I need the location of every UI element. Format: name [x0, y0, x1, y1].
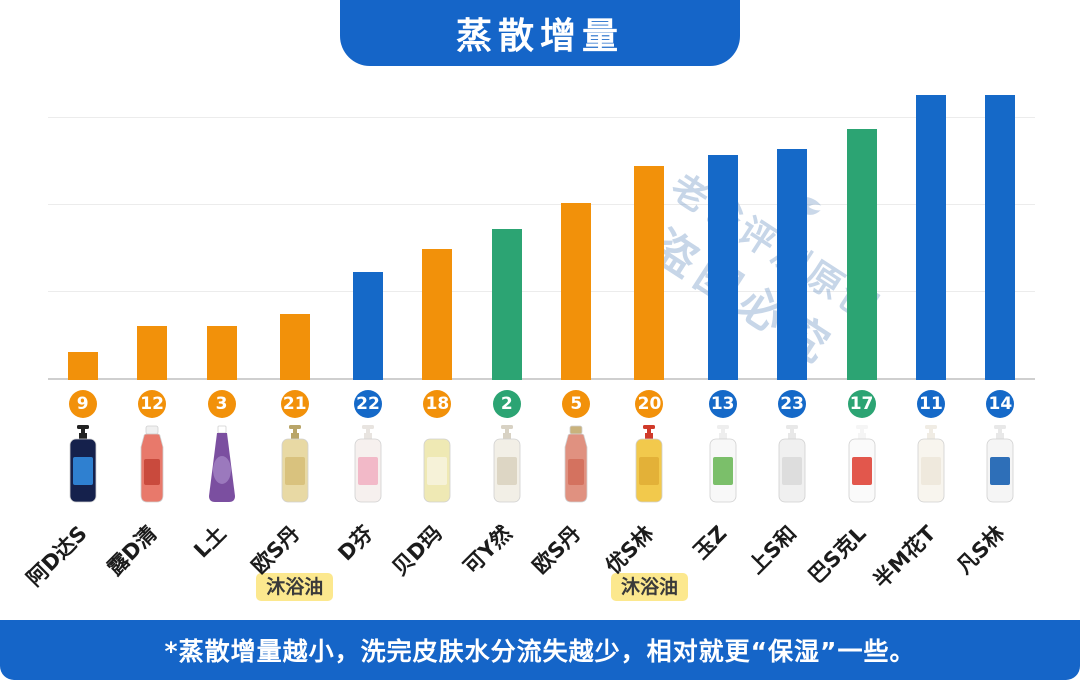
rank-badge: 21: [280, 390, 309, 418]
bar-area: [48, 95, 117, 380]
bar: [352, 271, 383, 380]
product-image: [704, 422, 742, 504]
x-axis-label: L土: [189, 521, 231, 563]
gridline: [48, 203, 1035, 205]
chart-column: 11 半M花T: [869, 95, 965, 604]
chart-column: 18 贝D玛: [388, 95, 472, 604]
rank-badge: 23: [778, 390, 807, 418]
bar-area: [688, 95, 757, 380]
product-image: [630, 422, 668, 504]
bar: [67, 351, 98, 380]
bar-area: [827, 95, 896, 380]
bar-area: [333, 95, 402, 380]
rank-badge: 20: [635, 390, 664, 418]
x-axis-label: 阿D达S: [22, 521, 92, 591]
bar-area: [542, 95, 611, 380]
bar-area: [757, 95, 826, 380]
rank-badge: 18: [423, 390, 452, 418]
bar: [985, 95, 1016, 380]
bar-area: [611, 95, 688, 380]
chart-column: 5 欧S丹: [528, 95, 611, 604]
shower-oil-tag: 沐浴油: [256, 573, 334, 601]
rank-badge: 9: [68, 390, 97, 418]
gridline: [48, 290, 1035, 292]
chart-column: 23 上S和: [744, 95, 826, 604]
bar: [422, 248, 453, 380]
product-image: [203, 422, 241, 504]
tag-area: 沐浴油: [610, 572, 688, 604]
chart-column: 2 可Y然: [459, 95, 541, 604]
product-image: [773, 422, 811, 504]
chart-column: 14 凡S林: [952, 95, 1035, 604]
product-image: [981, 422, 1019, 504]
bar: [846, 129, 877, 380]
bar-area: [896, 95, 965, 380]
chart-column: 22 D芬: [333, 95, 402, 604]
tag-area: 沐浴油: [256, 572, 334, 604]
chart-column: 20 优S林 沐浴油: [601, 95, 688, 604]
chart-columns: 9 阿D达S 12 露D清 3: [22, 95, 1035, 604]
bar: [491, 228, 522, 380]
bar-area: [966, 95, 1035, 380]
x-axis-baseline: [48, 378, 1035, 380]
chart-column: 3 L土: [187, 95, 256, 604]
bar: [777, 149, 808, 380]
chart-column: 9 阿D达S: [22, 95, 117, 604]
shower-oil-tag: 沐浴油: [610, 573, 688, 601]
rank-badge: 13: [708, 390, 737, 418]
bar: [634, 166, 665, 380]
bar-area: [256, 95, 333, 380]
rank-badge: 12: [138, 390, 167, 418]
bar-area: [472, 95, 541, 380]
rank-badge: 3: [207, 390, 236, 418]
rank-badge: 17: [847, 390, 876, 418]
title-banner: 蒸散增量: [340, 0, 740, 66]
gridline: [48, 116, 1035, 118]
product-image: [64, 422, 102, 504]
product-image: [843, 422, 881, 504]
bar-area: [117, 95, 186, 380]
bar: [915, 95, 946, 380]
rank-badge: 2: [492, 390, 521, 418]
product-image: [349, 422, 387, 504]
footer-note: *蒸散增量越小，洗完皮肤水分流失越少，相对就更“保湿”一些。: [164, 637, 916, 666]
footer-bar: *蒸散增量越小，洗完皮肤水分流失越少，相对就更“保湿”一些。: [0, 620, 1080, 680]
chart-column: 17 巴S克L: [804, 95, 896, 604]
page-title: 蒸散增量: [455, 16, 624, 57]
label-area: 欧S丹: [247, 504, 333, 578]
chart-column: 13 玉Z: [688, 95, 757, 604]
chart-column: 12 露D清: [102, 95, 186, 604]
product-image: [276, 422, 314, 504]
bar: [707, 154, 738, 380]
bar-area: [403, 95, 472, 380]
bar-area: [187, 95, 256, 380]
label-area: 优S林: [601, 504, 688, 578]
bar: [561, 203, 592, 380]
product-image: [488, 422, 526, 504]
label-area: 凡S林: [952, 504, 1035, 578]
product-image: [912, 422, 950, 504]
bar: [279, 314, 310, 380]
bar: [206, 325, 237, 380]
label-area: 露D清: [102, 504, 186, 580]
product-image: [133, 422, 171, 504]
rank-badge: 22: [353, 390, 382, 418]
rank-badge: 11: [916, 390, 945, 418]
chart-gridlines: [48, 95, 1035, 380]
product-image: [418, 422, 456, 504]
x-axis-label: D芬: [333, 521, 378, 566]
chart-column: 21 欧S丹 沐浴油: [247, 95, 334, 604]
product-image: [557, 422, 595, 504]
rank-badge: 14: [986, 390, 1015, 418]
rank-badge: 5: [562, 390, 591, 418]
bar: [137, 325, 168, 380]
x-axis-label: 玉Z: [689, 521, 732, 564]
